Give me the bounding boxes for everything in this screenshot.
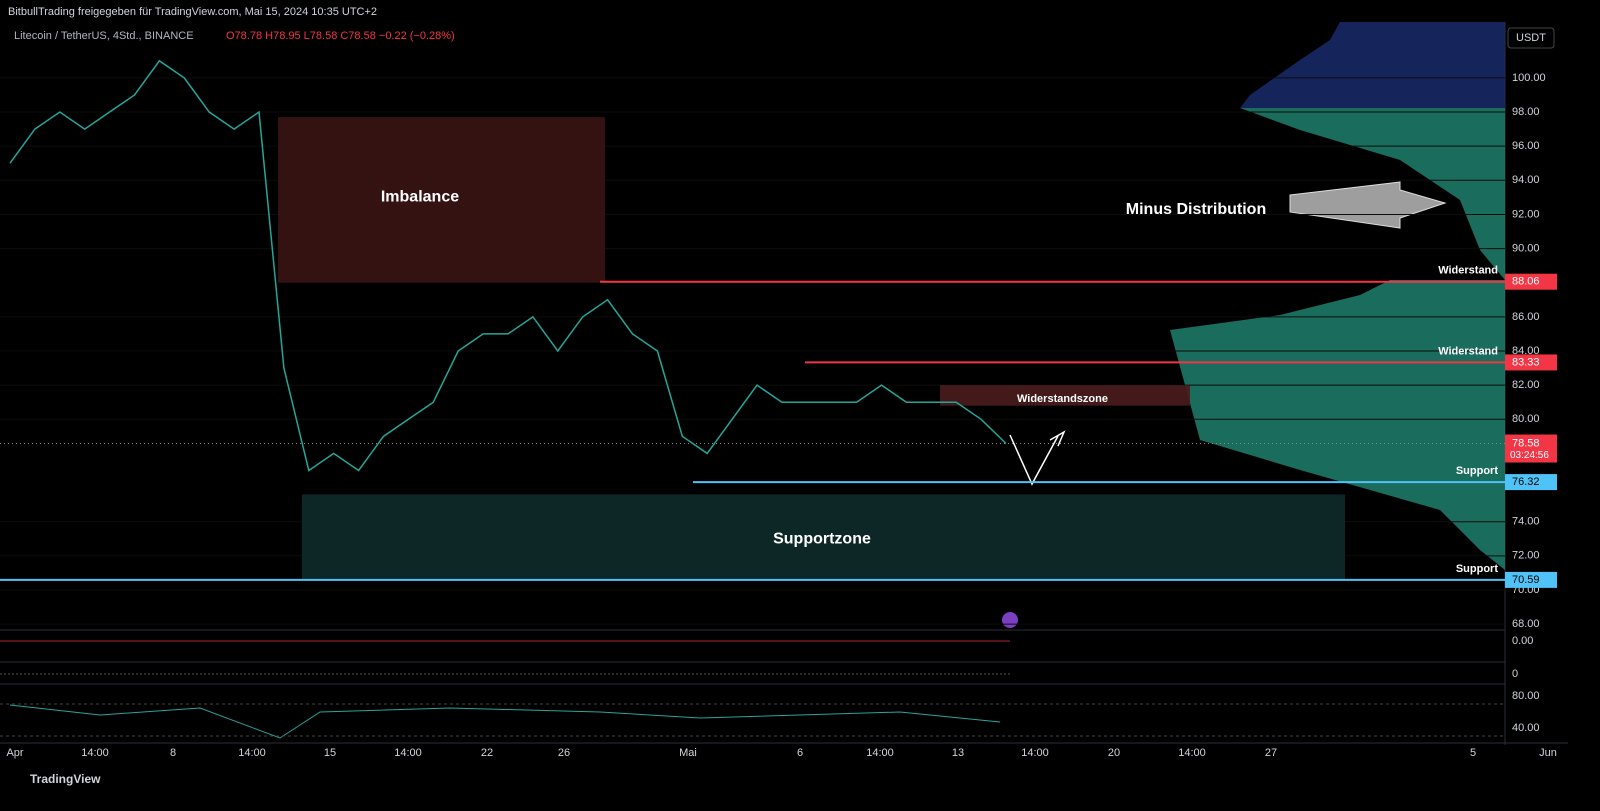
projection-arrowhead <box>1049 430 1066 447</box>
x-tick-label: 27 <box>1265 747 1277 759</box>
x-tick-label: Mai <box>679 747 697 759</box>
y-tick-label: 74.00 <box>1512 516 1540 528</box>
y-tick-label: 68.00 <box>1512 618 1540 630</box>
x-tick-label: 8 <box>170 747 176 759</box>
x-tick-label: 14:00 <box>1021 747 1049 759</box>
y-tick-label: 90.00 <box>1512 242 1540 254</box>
volume-profile <box>1240 108 1505 280</box>
y-tick-label: 100.00 <box>1512 72 1546 84</box>
x-tick-label: 14:00 <box>1178 747 1206 759</box>
zone-label: Supportzone <box>773 531 871 548</box>
level-label: Support <box>1456 465 1498 477</box>
y-tick-label: 80.00 <box>1512 413 1540 425</box>
level-label: Widerstand <box>1438 265 1498 277</box>
zone <box>278 117 605 283</box>
price-badge-label: 70.59 <box>1512 574 1540 586</box>
price-badge-label: 88.06 <box>1512 276 1540 288</box>
y-tick-label: 86.00 <box>1512 311 1540 323</box>
y-tick-label: 72.00 <box>1512 550 1540 562</box>
zone-label: Imbalance <box>381 188 459 205</box>
x-tick-label: 13 <box>952 747 964 759</box>
y-tick-label: 98.00 <box>1512 106 1540 118</box>
rsi-line <box>9 704 1001 739</box>
price-badge <box>1505 354 1557 371</box>
level-label: Widerstand <box>1438 345 1498 357</box>
y-tick-label: 94.00 <box>1512 174 1540 186</box>
y-tick-label: 96.00 <box>1512 140 1540 152</box>
x-tick-label: 15 <box>324 747 336 759</box>
price-badge-label: 83.33 <box>1512 356 1540 368</box>
rsi-tick: 80.00 <box>1512 690 1540 702</box>
x-tick-label: Jun <box>1539 747 1557 759</box>
ohlc: O78.78 H78.95 L78.58 C78.58 −0.22 (−0.28… <box>226 30 455 42</box>
x-tick-label: 22 <box>481 747 493 759</box>
volume-profile-upper <box>1240 22 1505 108</box>
price-badge <box>1505 273 1557 290</box>
last-price-badge <box>1505 434 1557 463</box>
x-tick-label: 14:00 <box>866 747 894 759</box>
volume-profile <box>1170 280 1505 570</box>
footer-brand: TradingView <box>30 772 101 786</box>
price-badge-label: 76.32 <box>1512 476 1540 488</box>
symbol: Litecoin / TetherUS, 4Std., BINANCE <box>14 30 194 42</box>
zone <box>940 385 1190 406</box>
currency[interactable]: USDT <box>1516 32 1546 44</box>
price-badge <box>1505 474 1557 491</box>
y-tick-label: 82.00 <box>1512 379 1540 391</box>
last-price-label: 78.58 <box>1512 437 1540 449</box>
x-tick-label: 14:00 <box>81 747 109 759</box>
volume-tick: 0 <box>1512 668 1518 680</box>
zone <box>302 494 1345 580</box>
x-tick-label: 26 <box>558 747 570 759</box>
x-tick-label: 5 <box>1470 747 1476 759</box>
x-tick-label: 14:00 <box>394 747 422 759</box>
x-tick-label: 6 <box>797 747 803 759</box>
annotation: Minus Distribution <box>1126 201 1266 218</box>
countdown: 03:24:56 <box>1510 450 1549 461</box>
zone-label: Widerstandszone <box>1017 393 1108 405</box>
y-tick-label: 92.00 <box>1512 208 1540 220</box>
indicator-icon[interactable] <box>1002 612 1018 628</box>
price-line <box>9 59 1007 472</box>
price-badge <box>1505 571 1557 588</box>
y-tick-label: 84.00 <box>1512 345 1540 357</box>
macd-tick: 0.00 <box>1512 635 1533 647</box>
x-tick-label: 14:00 <box>238 747 266 759</box>
rsi-tick: 40.00 <box>1512 722 1540 734</box>
projection-arrow <box>1009 434 1059 486</box>
x-tick-label: 20 <box>1108 747 1120 759</box>
level-label: Support <box>1456 563 1498 575</box>
currency-button[interactable] <box>1507 27 1555 49</box>
x-tick-label: Apr <box>6 747 23 759</box>
header-title: BitbullTrading freigegeben für TradingVi… <box>8 6 377 18</box>
